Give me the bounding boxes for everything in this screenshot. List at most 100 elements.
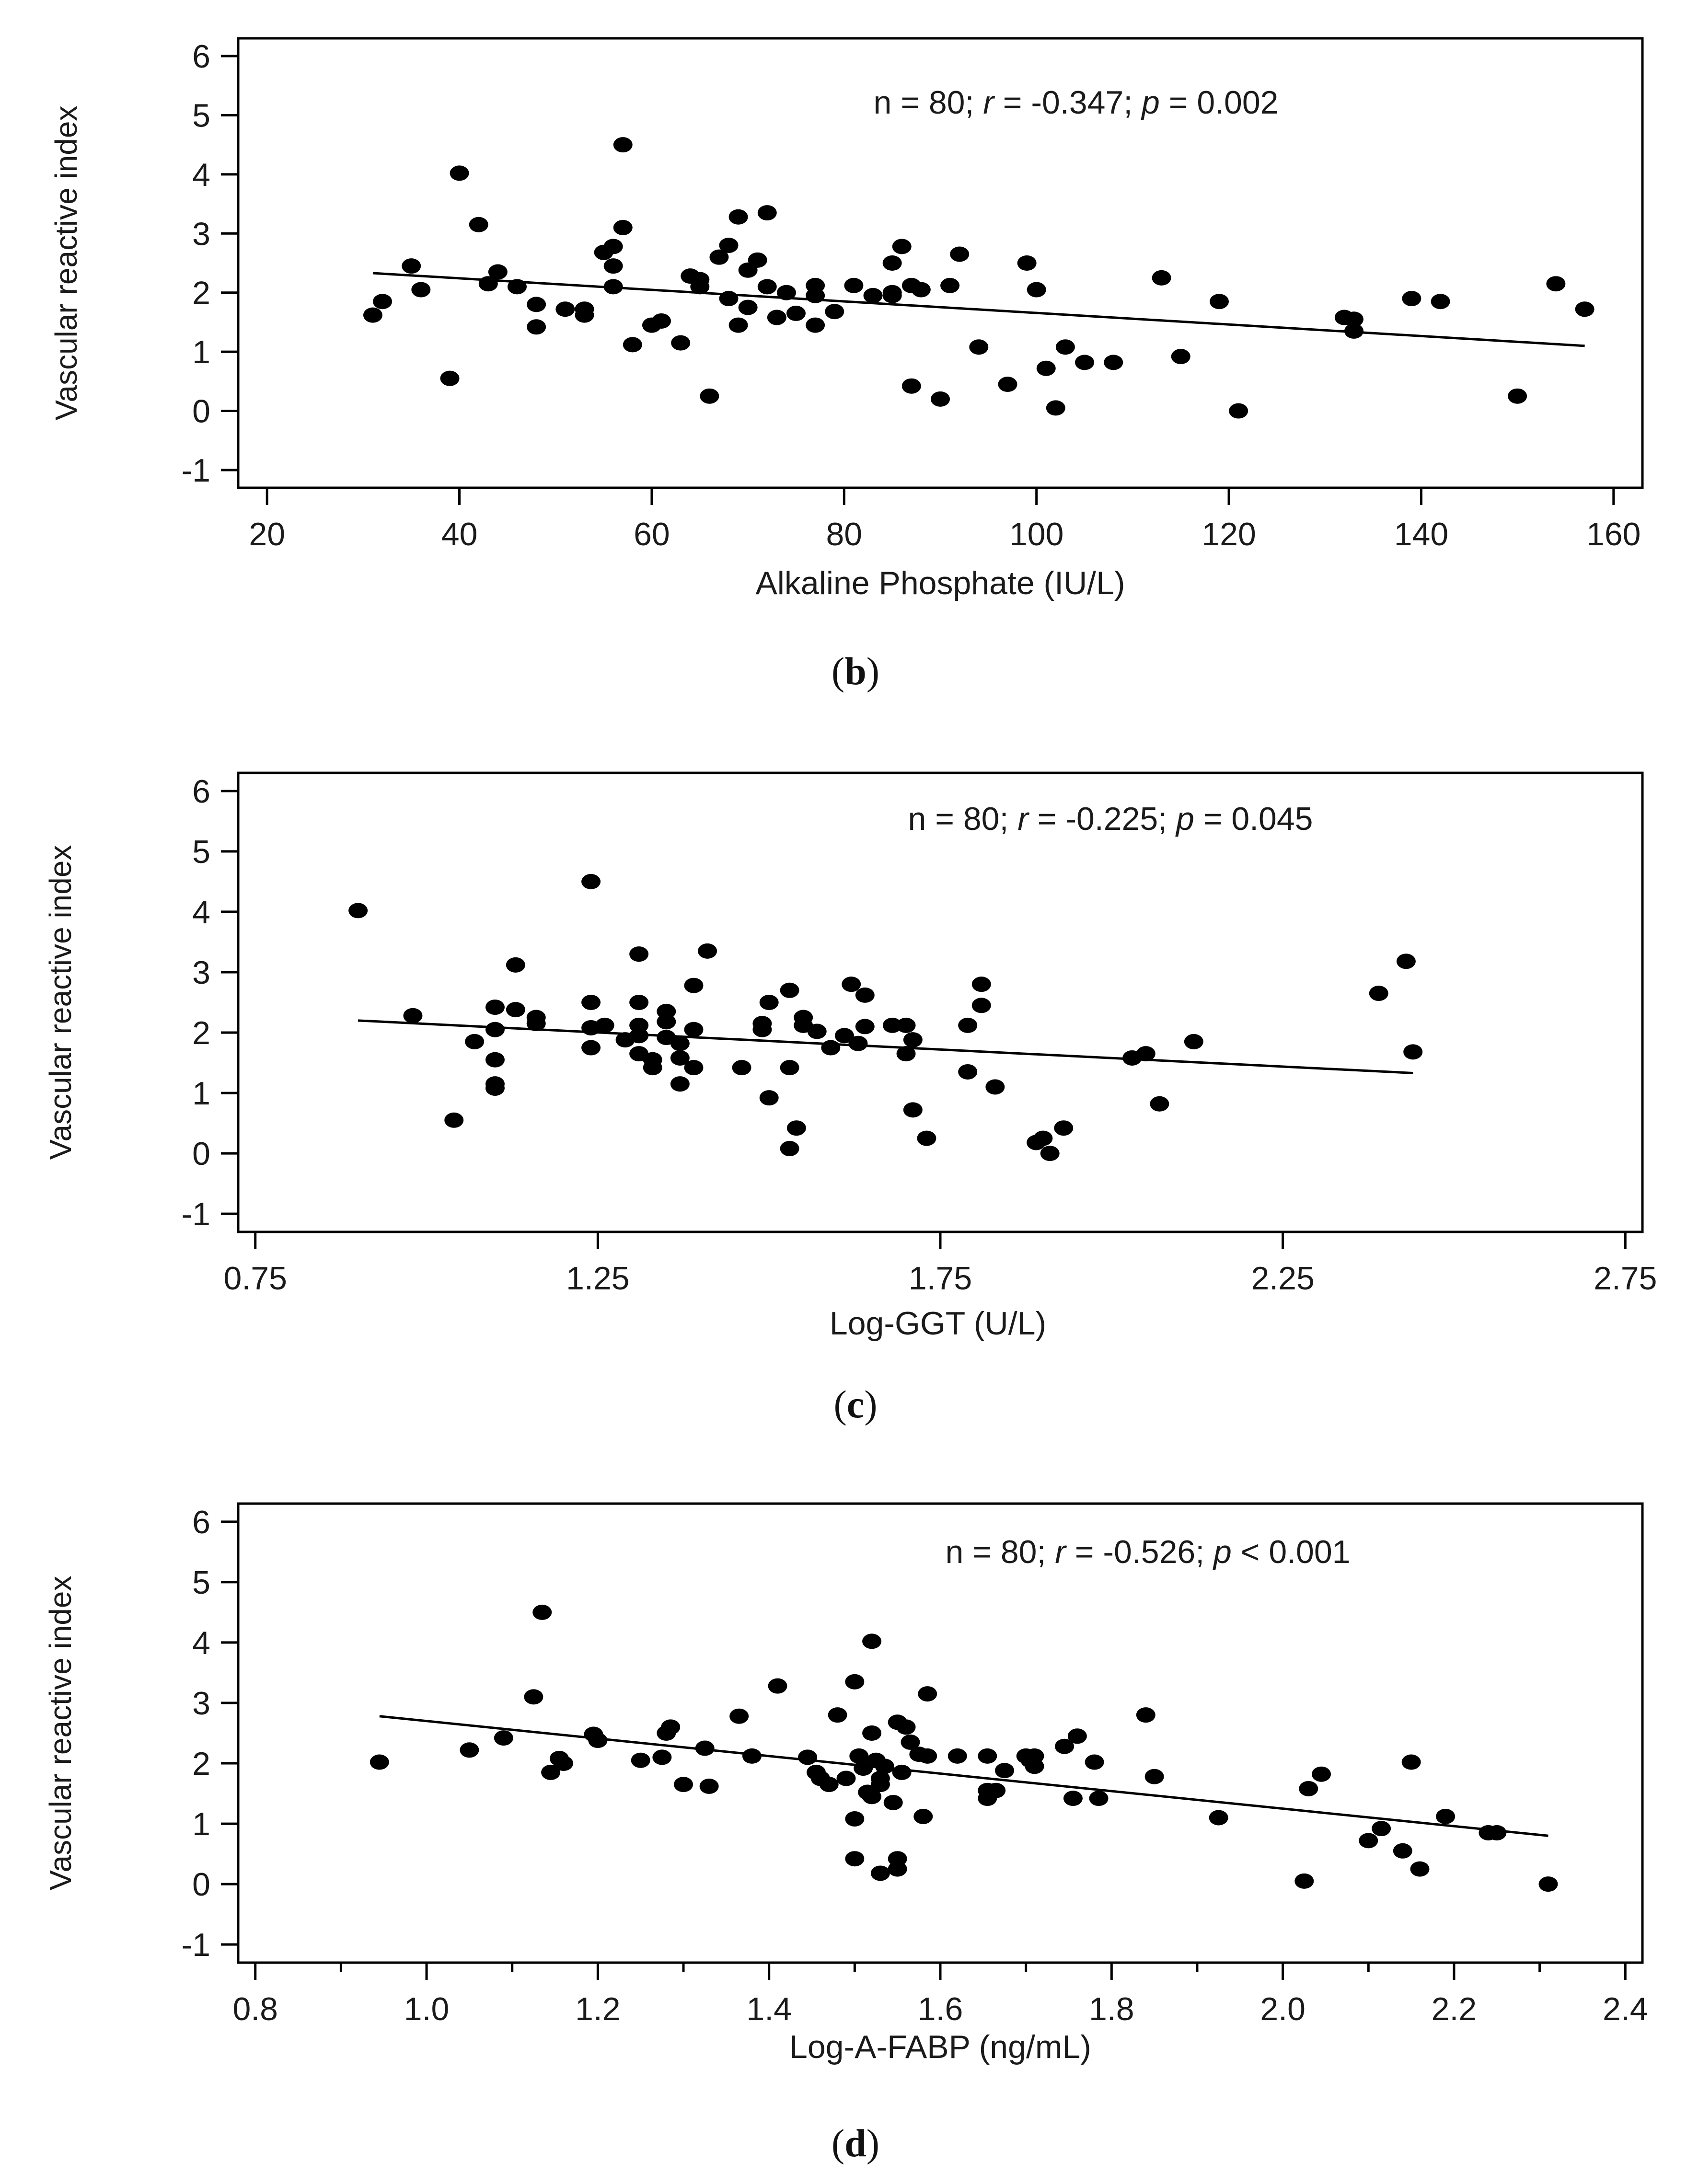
x-tick-label: 80 — [826, 516, 862, 552]
data-point — [595, 1017, 614, 1033]
data-point — [1209, 1810, 1228, 1826]
y-tick-label: 4 — [192, 157, 210, 193]
data-point — [575, 307, 594, 323]
x-tick-label: 40 — [441, 516, 478, 552]
y-tick-label: 0 — [192, 1136, 210, 1172]
y-tick-label: 4 — [192, 894, 210, 931]
data-point — [661, 1719, 681, 1735]
data-point — [882, 1017, 902, 1033]
data-point — [757, 205, 777, 221]
plot-frame — [237, 37, 1644, 489]
x-axis-label: Alkaline Phosphate (IU/L) — [755, 565, 1125, 601]
data-point — [1104, 355, 1123, 370]
y-tick-label: 5 — [192, 834, 210, 870]
data-point — [1144, 1769, 1164, 1784]
data-point — [728, 209, 748, 225]
data-point — [373, 294, 393, 310]
data-point — [532, 1604, 552, 1620]
data-point — [1017, 255, 1037, 271]
data-point — [527, 297, 546, 312]
data-point — [652, 1749, 672, 1765]
data-point — [896, 1046, 916, 1062]
data-point — [684, 1022, 704, 1037]
x-tick-label: 2.25 — [1251, 1260, 1314, 1297]
y-tick-label: 2 — [192, 275, 210, 311]
data-point — [978, 1748, 997, 1764]
data-point — [776, 285, 796, 300]
data-point — [729, 1708, 749, 1724]
x-tick-label: 160 — [1586, 516, 1641, 552]
data-point — [581, 874, 601, 889]
data-point — [1359, 1833, 1378, 1849]
data-point — [411, 282, 431, 298]
data-point — [1036, 360, 1056, 376]
data-point — [883, 1794, 903, 1810]
data-point — [603, 258, 623, 274]
y-tick-label: -1 — [182, 452, 210, 489]
data-point — [1369, 986, 1388, 1001]
panel-d: 0.8 1.0 1.2 1.4 1.6 1.8 2.0 2.2 2.4 -1 0 1 2 3 4 5 6 n =… — [43, 1502, 1648, 2165]
x-tick-label: 1.75 — [909, 1260, 972, 1297]
data-point — [460, 1742, 479, 1758]
data-point — [1487, 1825, 1507, 1840]
data-point — [892, 239, 912, 254]
data-point — [1372, 1821, 1391, 1837]
y-tick-label: 3 — [192, 954, 210, 991]
data-point — [1396, 954, 1416, 969]
data-point — [613, 137, 633, 153]
data-point — [844, 277, 864, 293]
data-point — [478, 276, 498, 292]
data-point — [524, 1689, 543, 1705]
trend-line — [372, 272, 1585, 347]
data-point — [728, 317, 748, 333]
data-point — [901, 1734, 920, 1750]
data-point — [855, 1019, 875, 1035]
y-tick-label: 6 — [192, 773, 210, 810]
x-tick-label: 2.2 — [1432, 1991, 1477, 2027]
data-point — [842, 977, 861, 992]
data-point — [684, 1060, 704, 1076]
panel-label: (d) — [832, 2121, 879, 2165]
data-point — [670, 1076, 690, 1092]
data-point — [699, 1778, 719, 1794]
data-point — [695, 1740, 715, 1756]
data-point — [862, 1725, 882, 1741]
data-point — [911, 282, 931, 298]
data-point — [1344, 311, 1363, 327]
data-point — [903, 1032, 923, 1048]
data-point — [541, 1764, 561, 1780]
data-point — [623, 337, 642, 353]
y-tick-label: 3 — [192, 216, 210, 252]
data-point — [507, 279, 527, 295]
data-point — [1063, 1791, 1083, 1806]
data-point — [1046, 400, 1065, 416]
data-point — [506, 957, 525, 973]
data-point — [603, 279, 623, 295]
data-point — [684, 977, 704, 993]
data-point — [901, 378, 921, 394]
stats-annotation: n = 80; r = -0.347; p = 0.002 — [874, 84, 1279, 121]
panel-label: (b) — [832, 649, 879, 693]
data-point — [845, 1674, 865, 1690]
data-point — [527, 319, 546, 335]
data-point — [469, 217, 488, 232]
y-axis-label: Vascular reactive index — [43, 1576, 78, 1891]
data-point — [1546, 276, 1566, 292]
data-point — [798, 1749, 818, 1765]
data-point — [780, 982, 799, 998]
data-point — [348, 903, 368, 919]
data-point — [1229, 403, 1248, 419]
y-axis-label: Vascular reactive index — [43, 845, 78, 1160]
x-tick-label: 2.4 — [1603, 1991, 1648, 2027]
trend-line — [379, 1715, 1548, 1837]
data-point — [1075, 355, 1095, 370]
data-point — [440, 370, 460, 386]
y-tick-label: 2 — [192, 1746, 210, 1782]
data-point — [896, 1719, 916, 1735]
data-point — [554, 1756, 573, 1771]
data-point — [465, 1034, 485, 1049]
data-point — [1508, 388, 1527, 404]
data-point — [370, 1754, 389, 1770]
data-point — [786, 1120, 806, 1136]
data-point — [836, 1770, 856, 1786]
